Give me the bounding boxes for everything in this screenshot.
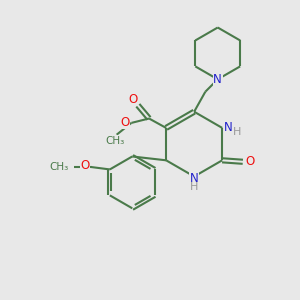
Text: N: N: [190, 172, 199, 185]
Text: O: O: [80, 159, 89, 172]
Text: O: O: [246, 155, 255, 168]
Text: CH₃: CH₃: [106, 136, 125, 146]
Text: CH₃: CH₃: [49, 162, 69, 172]
Text: H: H: [190, 182, 198, 192]
Text: O: O: [120, 116, 130, 129]
Text: O: O: [128, 93, 137, 106]
Text: H: H: [233, 127, 242, 137]
Text: N: N: [224, 121, 233, 134]
Text: N: N: [213, 73, 222, 86]
